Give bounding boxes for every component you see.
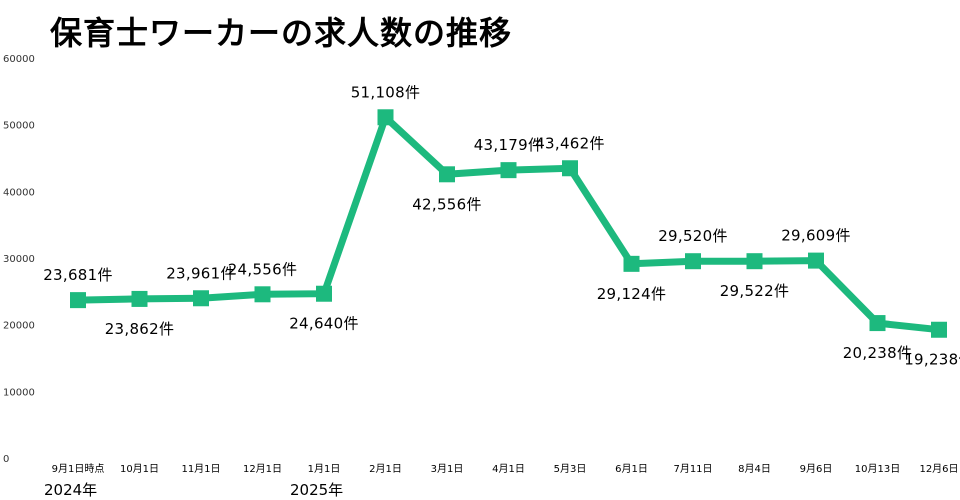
data-label: 29,522件 — [720, 282, 790, 300]
data-point-marker — [131, 290, 148, 307]
y-tick-label: 0 — [3, 454, 9, 465]
data-label: 24,640件 — [289, 315, 359, 333]
x-tick-label: 4月1日 — [492, 463, 525, 475]
data-label: 20,238件 — [843, 344, 913, 362]
data-label: 29,609件 — [781, 227, 851, 245]
x-tick-label: 2月1日 — [369, 463, 402, 475]
x-tick-label: 9月6日 — [800, 463, 833, 475]
x-tick-label: 7月11日 — [673, 463, 712, 475]
x-tick-label: 3月1日 — [431, 463, 464, 475]
chart-title: 保育士ワーカーの求人数の推移 — [50, 14, 513, 52]
data-point-marker — [316, 285, 332, 302]
x-tick-label: 1月1日 — [308, 463, 341, 475]
y-tick-label: 40000 — [3, 187, 35, 198]
data-point-marker — [193, 290, 209, 307]
x-tick-label: 9月1日時点 — [52, 463, 105, 475]
data-markers — [70, 109, 947, 338]
x-tick-label: 12月6日 — [919, 463, 958, 475]
data-point-marker — [623, 255, 640, 272]
data-label: 23,862件 — [105, 320, 175, 338]
y-tick-label: 50000 — [3, 121, 35, 132]
data-point-marker — [439, 166, 455, 183]
x-axis-ticks: 9月1日時点 10月1日 11月1日 12月1日 1月1日 2月1日 3月1日 4月1日 5月3… — [52, 463, 959, 475]
data-point-marker — [685, 253, 701, 270]
x-tick-label: 8月4日 — [738, 463, 771, 475]
data-point-marker — [869, 315, 886, 332]
data-point-marker — [500, 162, 517, 179]
data-label: 42,556件 — [412, 195, 482, 213]
y-tick-label: 60000 — [3, 54, 35, 65]
data-label: 23,961件 — [166, 264, 236, 282]
x-tick-label: 12月1日 — [243, 463, 282, 475]
x-tick-label: 10月13日 — [855, 463, 900, 475]
year-label: 2025年 — [290, 481, 343, 499]
data-point-marker — [70, 292, 86, 309]
y-tick-label: 10000 — [3, 387, 35, 398]
data-point-marker — [377, 109, 394, 126]
x-tick-label: 5月3日 — [554, 463, 587, 475]
year-labels: 2024年 2025年 — [44, 481, 343, 499]
data-label: 43,179件 — [474, 136, 544, 154]
data-label: 29,124件 — [597, 285, 667, 303]
data-label: 23,681件 — [43, 266, 113, 284]
data-label: 51,108件 — [351, 83, 421, 101]
data-point-marker — [931, 321, 947, 338]
data-point-marker — [254, 286, 271, 303]
data-label: 19,238件 — [904, 351, 960, 369]
data-label: 24,556件 — [228, 260, 298, 278]
year-label: 2024年 — [44, 481, 97, 499]
data-label: 43,462件 — [535, 134, 605, 152]
y-axis-ticks: 0 10000 20000 30000 40000 50000 60000 — [3, 54, 35, 465]
data-point-marker — [808, 252, 824, 269]
x-tick-label: 10月1日 — [120, 463, 159, 475]
x-tick-label: 11月1日 — [181, 463, 220, 475]
data-label: 29,520件 — [658, 227, 728, 245]
x-tick-label: 6月1日 — [615, 463, 648, 475]
data-point-marker — [562, 160, 578, 177]
data-point-marker — [746, 253, 763, 270]
y-tick-label: 30000 — [3, 254, 35, 265]
y-tick-label: 20000 — [3, 321, 35, 332]
